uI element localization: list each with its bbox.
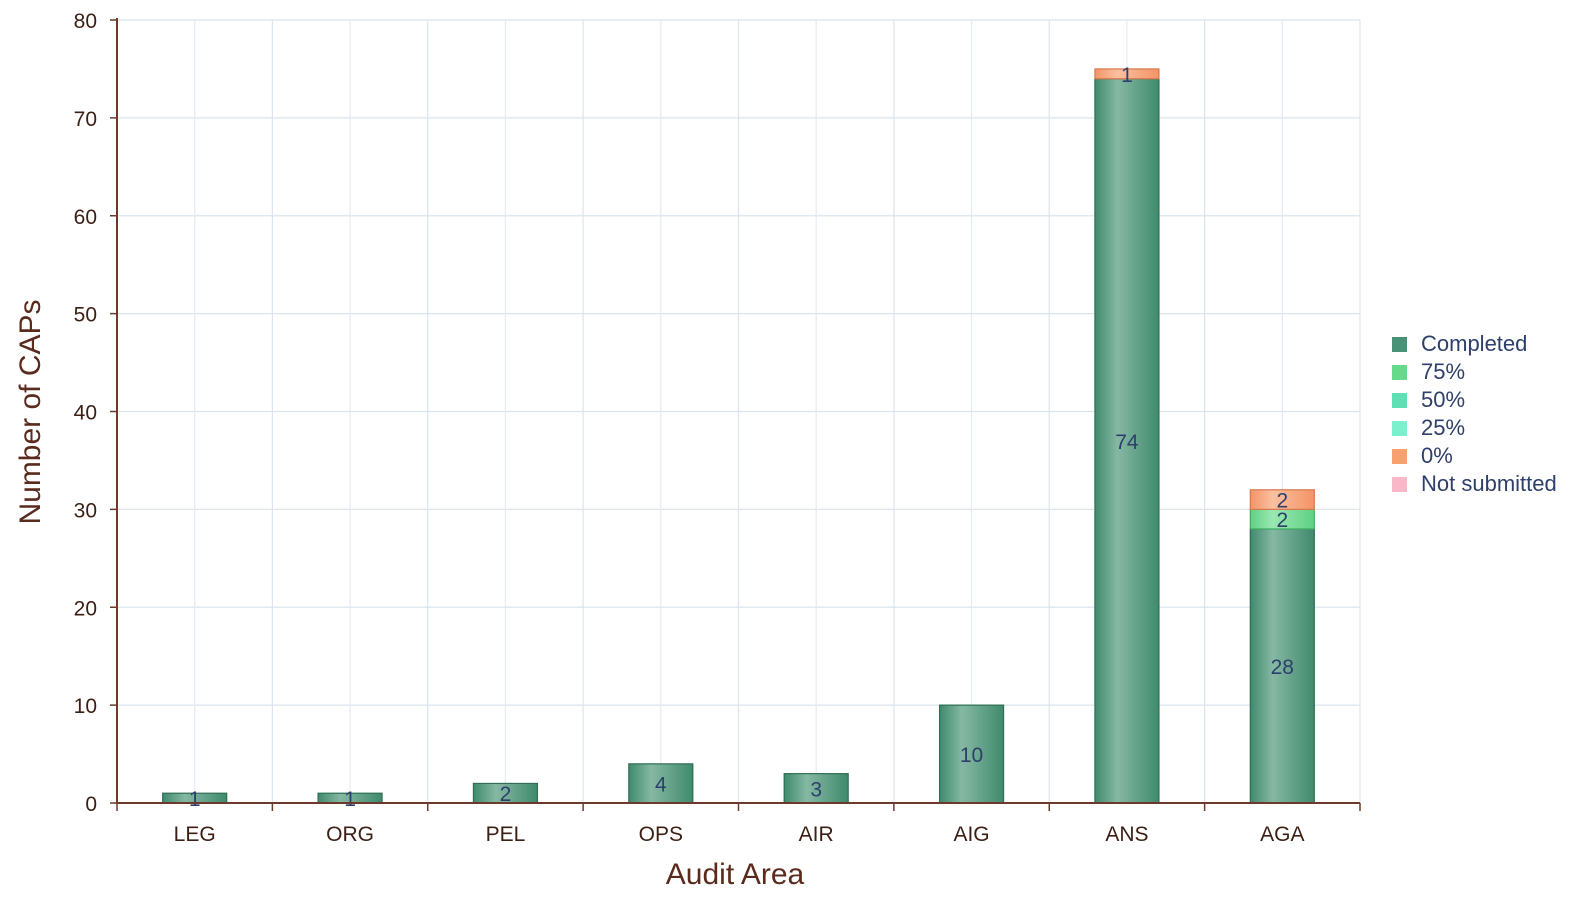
legend-label: 25% [1421,415,1466,440]
x-axis-title: Audit Area [666,858,805,891]
bar-segment-completed [628,763,694,804]
legend-swatch [1392,336,1407,352]
bar-segment-completed [1094,78,1160,804]
y-tick-label: 70 [74,108,97,131]
bar-value-label: 2 [500,783,512,806]
legend-label: 50% [1421,387,1466,412]
y-tick-label: 50 [74,304,97,327]
x-tick-label: AIG [953,823,989,846]
y-tick-label: 20 [74,597,97,620]
legend-swatch [1392,476,1407,492]
y-tick-label: 60 [74,206,97,229]
x-tick-label: AIR [799,823,834,846]
legend-item: 75% [1392,358,1557,386]
bar-value-label: 10 [960,744,983,767]
bar-segment-completed [783,773,849,804]
bar-value-label: 1 [344,788,356,811]
bar-value-label: 3 [810,778,822,801]
y-tick-label: 40 [74,402,97,425]
legend-item: Not submitted [1392,470,1557,498]
y-tick-label: 0 [85,793,97,816]
bar-segment-0- [1094,68,1160,80]
bar-value-label: 1 [189,788,201,811]
y-tick-label: 10 [74,695,97,718]
legend-swatch [1392,420,1407,436]
y-axis-title: Number of CAPs [14,299,47,524]
legend-item: 25% [1392,414,1557,442]
bar-value-label: 28 [1271,656,1294,679]
bar-value-label: 2 [1276,509,1288,532]
legend-swatch [1392,392,1407,408]
x-tick-label: LEG [174,823,216,846]
legend-label: 75% [1421,359,1466,384]
x-tick-label: OPS [639,823,683,846]
legend: Completed 75% 50% 25% 0% Not submitted [1392,330,1557,498]
legend-item: 50% [1392,386,1557,414]
bar-value-label: 2 [1276,490,1288,513]
x-tick-label: PEL [486,823,526,846]
x-tick-label: ANS [1105,823,1148,846]
legend-item: Completed [1392,330,1557,358]
legend-swatch [1392,448,1407,464]
axes: 0 10 20 30 40 50 60 70 80 LEG ORG PEL OPS AIR AIG ANS AG… [74,10,1361,846]
legend-label: Completed [1421,331,1528,356]
bar-segment-0- [1249,489,1315,510]
legend-label: 0% [1421,443,1453,468]
legend-label: Not submitted [1421,471,1557,496]
y-tick-label: 30 [74,499,97,522]
grid-lines [117,19,1361,803]
bar-value-label: 1 [1121,64,1133,87]
bar-value-label: 4 [655,773,667,796]
x-tick-label: AGA [1260,823,1304,846]
legend-item: 0% [1392,442,1557,470]
bar-segment-completed [938,704,1005,804]
legend-swatch [1392,364,1407,380]
x-tick-label: ORG [326,823,374,846]
y-tick-label: 80 [74,10,97,33]
bar-value-label: 74 [1115,431,1139,454]
